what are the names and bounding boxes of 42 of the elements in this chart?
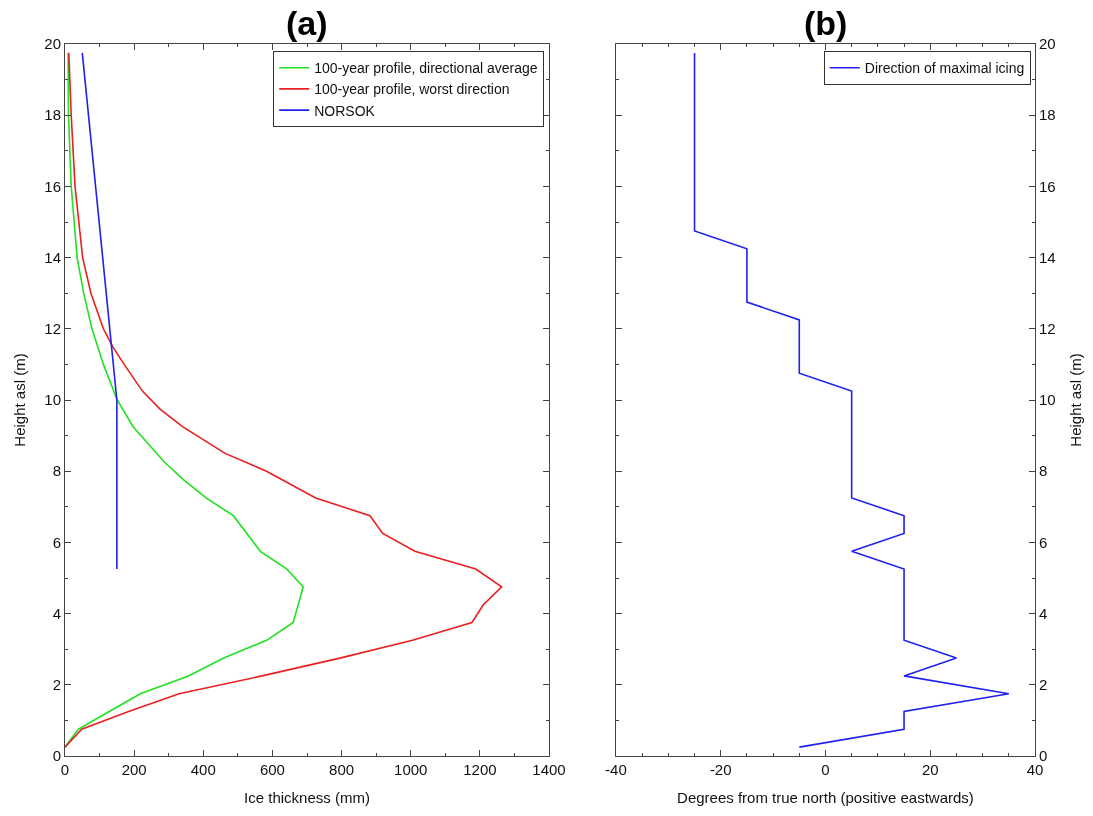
y-tick-label: 20 [44,35,61,53]
y2-tick-label: 20 [1039,35,1056,53]
x-axis-title: Ice thickness (mm) [244,789,370,806]
x-tick-label: 400 [190,761,216,778]
x-tick-label: 1200 [463,761,497,778]
chart-title: (a) [286,4,328,42]
legend-label: 100-year profile, worst direction [314,81,510,98]
x-tick-label: 200 [121,761,147,778]
y-tick-label: 4 [52,604,61,622]
x-tick-label: 800 [329,761,355,778]
y2-tick-label: 16 [1039,177,1056,195]
y-tick-label: 14 [44,248,61,266]
x-axis-title: Degrees from true north (positive eastwards) [677,789,974,806]
y2-tick-label: 18 [1039,106,1056,124]
y-tick-label: 10 [44,391,61,409]
y2-tick-label: 6 [1039,533,1048,551]
y2-tick-label: 2 [1039,676,1048,694]
legend-label: 100-year profile, directional average [314,60,538,77]
y2-tick-label: 8 [1039,462,1048,480]
y-tick-label: 2 [52,676,61,694]
x-tick-label: -40 [605,761,627,778]
y-tick-label: 6 [52,533,61,551]
y2-tick-label: 12 [1039,320,1056,338]
y2-tick-label: 4 [1039,604,1048,622]
x-tick-label: 600 [259,761,285,778]
y-tick-label: 16 [44,177,61,195]
y-tick-label: 8 [52,462,61,480]
x-tick-label: 20 [921,761,939,778]
chart-title: (b) [804,4,848,42]
x-tick-label: -20 [709,761,732,778]
y-tick-label: 12 [44,320,61,338]
x-tick-label: 1400 [532,761,566,778]
y-axis-title: Height asl (m) [10,353,28,447]
y2-tick-label: 10 [1039,391,1056,409]
legend-label: NORSOK [314,102,376,119]
y2-tick-label: 14 [1039,248,1056,266]
x-tick-label: 1000 [394,761,428,778]
x-tick-label: 0 [821,761,830,778]
y-tick-label: 18 [44,106,61,124]
legend-label: Direction of maximal icing [864,60,1025,77]
y2-axis-title: Height asl (m) [1066,353,1084,447]
y-tick-label: 0 [52,747,61,765]
